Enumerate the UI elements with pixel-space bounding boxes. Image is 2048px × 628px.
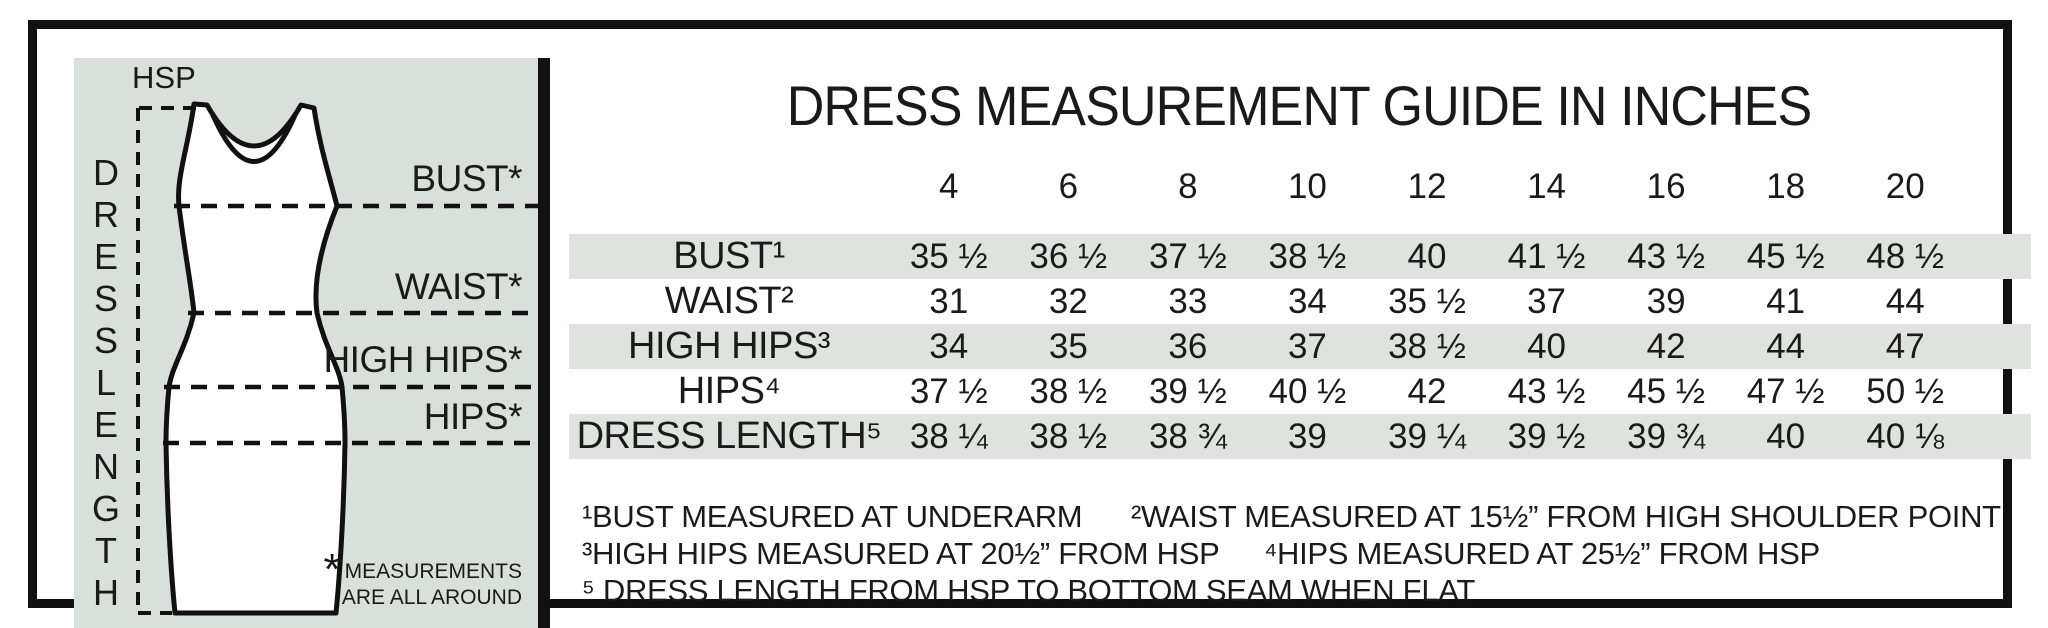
size-header: 16 <box>1646 167 1686 206</box>
table-cell: 38 ½ <box>1029 371 1108 411</box>
table-cell: 47 ½ <box>1746 371 1825 411</box>
high-hips-label: HIGH HIPS* <box>323 339 522 380</box>
row-label: WAIST² <box>664 280 794 322</box>
table-cell: 38 ½ <box>1388 326 1466 366</box>
page-title: DRESS MEASUREMENT GUIDE IN INCHES <box>786 74 1812 137</box>
footnotes: ¹BUST MEASURED AT UNDERARM ²WAIST MEASURE… <box>582 499 2001 610</box>
measurement-table: 4 6 8 10 12 14 16 18 20 BUST¹ 35 ½ 36 ½ … <box>569 165 2031 459</box>
table-row-high-hips: HIGH HIPS³ 34 35 36 37 38 ½ 40 42 44 47 <box>569 324 2031 369</box>
table-cell: 39 <box>1287 416 1327 456</box>
table-cell: 36 ½ <box>1029 236 1108 276</box>
table-cell: 44 <box>1885 281 1925 321</box>
footnote-line-2: ³HIGH HIPS MEASURED AT 20½” FROM HSP ⁴HIP… <box>582 536 2001 573</box>
table-cell: 37 ½ <box>909 371 988 411</box>
outer-frame: HSP DRESS LENGTH BUST* WAIST* HIGH HIPS*… <box>28 20 2031 628</box>
table-cell: 38 ¼ <box>909 416 988 456</box>
table-cell: 34 <box>929 326 969 366</box>
bust-label: BUST* <box>411 158 522 199</box>
size-header: 4 <box>939 167 959 206</box>
table-cell: 43 ½ <box>1627 236 1706 276</box>
table-row-bust: BUST¹ 35 ½ 36 ½ 37 ½ 38 ½ 40 41 ½ 43 ½ 4… <box>569 234 2031 279</box>
table-row-dress-length: DRESS LENGTH⁵ 38 ¼ 38 ½ 38 ¾ 39 39 ¼ 39 … <box>569 414 2031 459</box>
row-label: BUST¹ <box>673 235 785 277</box>
size-header: 6 <box>1058 167 1079 206</box>
measurements-note: * MEASUREMENTS ARE ALL AROUND <box>324 548 522 610</box>
footnote-line-1: ¹BUST MEASURED AT UNDERARM ²WAIST MEASURE… <box>582 499 2001 536</box>
table-cell: 31 <box>929 281 969 321</box>
table-cell: 39 ½ <box>1148 371 1227 411</box>
note-line-1: MEASUREMENTS <box>344 560 522 583</box>
table-cell: 35 <box>1048 326 1088 366</box>
table-cell: 48 ½ <box>1866 236 1945 276</box>
table-cell: 41 <box>1766 281 1806 321</box>
table-cell: 39 <box>1646 281 1686 321</box>
footnote-hips: ⁴HIPS MEASURED AT 25½” FROM HSP <box>1264 536 1820 571</box>
table-cell: 47 <box>1885 326 1925 366</box>
asterisk-icon: * <box>323 545 341 594</box>
dress-diagram-graphic <box>136 101 538 616</box>
dress-outline <box>163 101 348 616</box>
footnote-dress-length: ⁵ DRESS LENGTH FROM HSP TO BOTTOM SEAM W… <box>582 573 1475 608</box>
table-cell: 50 ½ <box>1866 371 1945 411</box>
table-cell: 39 ¼ <box>1388 416 1466 456</box>
table-cell: 43 ½ <box>1507 371 1586 411</box>
neckline-inner-curve <box>209 112 299 164</box>
hips-label: HIPS* <box>423 396 523 437</box>
table-cell: 32 <box>1048 281 1088 321</box>
table-cell: 39 ¾ <box>1627 416 1706 456</box>
table-cell: 42 <box>1646 326 1686 366</box>
table-cell: 35 ½ <box>909 236 988 276</box>
table-cell: 35 ½ <box>1388 281 1466 321</box>
table-cell: 44 <box>1766 326 1806 366</box>
hsp-label: HSP <box>132 60 196 95</box>
size-header-row: 4 6 8 10 12 14 16 18 20 <box>569 165 2031 209</box>
footnote-bust: ¹BUST MEASURED AT UNDERARM <box>582 499 1083 534</box>
size-header: 10 <box>1287 167 1327 206</box>
footnote-high-hips: ³HIGH HIPS MEASURED AT 20½” FROM HSP <box>582 536 1220 571</box>
table-cell: 42 <box>1407 371 1447 411</box>
table-cell: 40 <box>1766 416 1806 456</box>
dress-length-dashed-bracket <box>136 106 196 615</box>
size-header: 18 <box>1766 167 1806 206</box>
table-cell: 34 <box>1287 281 1327 321</box>
table-cell: 36 <box>1168 326 1208 366</box>
size-header: 14 <box>1527 167 1567 206</box>
size-header: 12 <box>1407 167 1447 206</box>
size-header: 20 <box>1885 167 1925 206</box>
table-cell: 45 ½ <box>1746 236 1825 276</box>
table-cell: 33 <box>1168 281 1208 321</box>
table-cell: 37 <box>1287 326 1327 366</box>
row-label: DRESS LENGTH⁵ <box>576 415 882 457</box>
table-cell: 38 ¾ <box>1148 416 1227 456</box>
table-cell: 37 <box>1527 281 1567 321</box>
table-cell: 37 ½ <box>1148 236 1227 276</box>
table-cell: 40 ½ <box>1268 371 1347 411</box>
footnote-line-3: ⁵ DRESS LENGTH FROM HSP TO BOTTOM SEAM W… <box>582 573 2001 610</box>
table-cell: 38 ½ <box>1268 236 1347 276</box>
table-cell: 40 ⅛ <box>1866 416 1945 456</box>
table-cell: 41 ½ <box>1507 236 1586 276</box>
waist-label: WAIST* <box>394 266 523 307</box>
table-cell: 40 <box>1527 326 1567 366</box>
table-cell: 38 ½ <box>1029 416 1108 456</box>
row-label: HIPS⁴ <box>677 370 781 412</box>
table-cell: 45 ½ <box>1627 371 1706 411</box>
row-label: HIGH HIPS³ <box>628 325 830 367</box>
dress-diagram-panel: HSP DRESS LENGTH BUST* WAIST* HIGH HIPS*… <box>74 58 550 628</box>
size-header: 8 <box>1178 167 1198 206</box>
footnote-waist: ²WAIST MEASURED AT 15½” FROM HIGH SHOULD… <box>1131 499 2001 534</box>
dress-length-vertical-label: DRESS LENGTH <box>91 152 120 613</box>
table-row-hips: HIPS⁴ 37 ½ 38 ½ 39 ½ 40 ½ 42 43 ½ 45 ½ 4… <box>569 369 2031 414</box>
table-cell: 39 ½ <box>1507 416 1586 456</box>
table-cell: 40 <box>1407 236 1447 276</box>
note-line-2: ARE ALL AROUND <box>341 586 522 609</box>
table-row-waist: WAIST² 31 32 33 34 35 ½ 37 39 41 44 <box>569 279 2031 324</box>
